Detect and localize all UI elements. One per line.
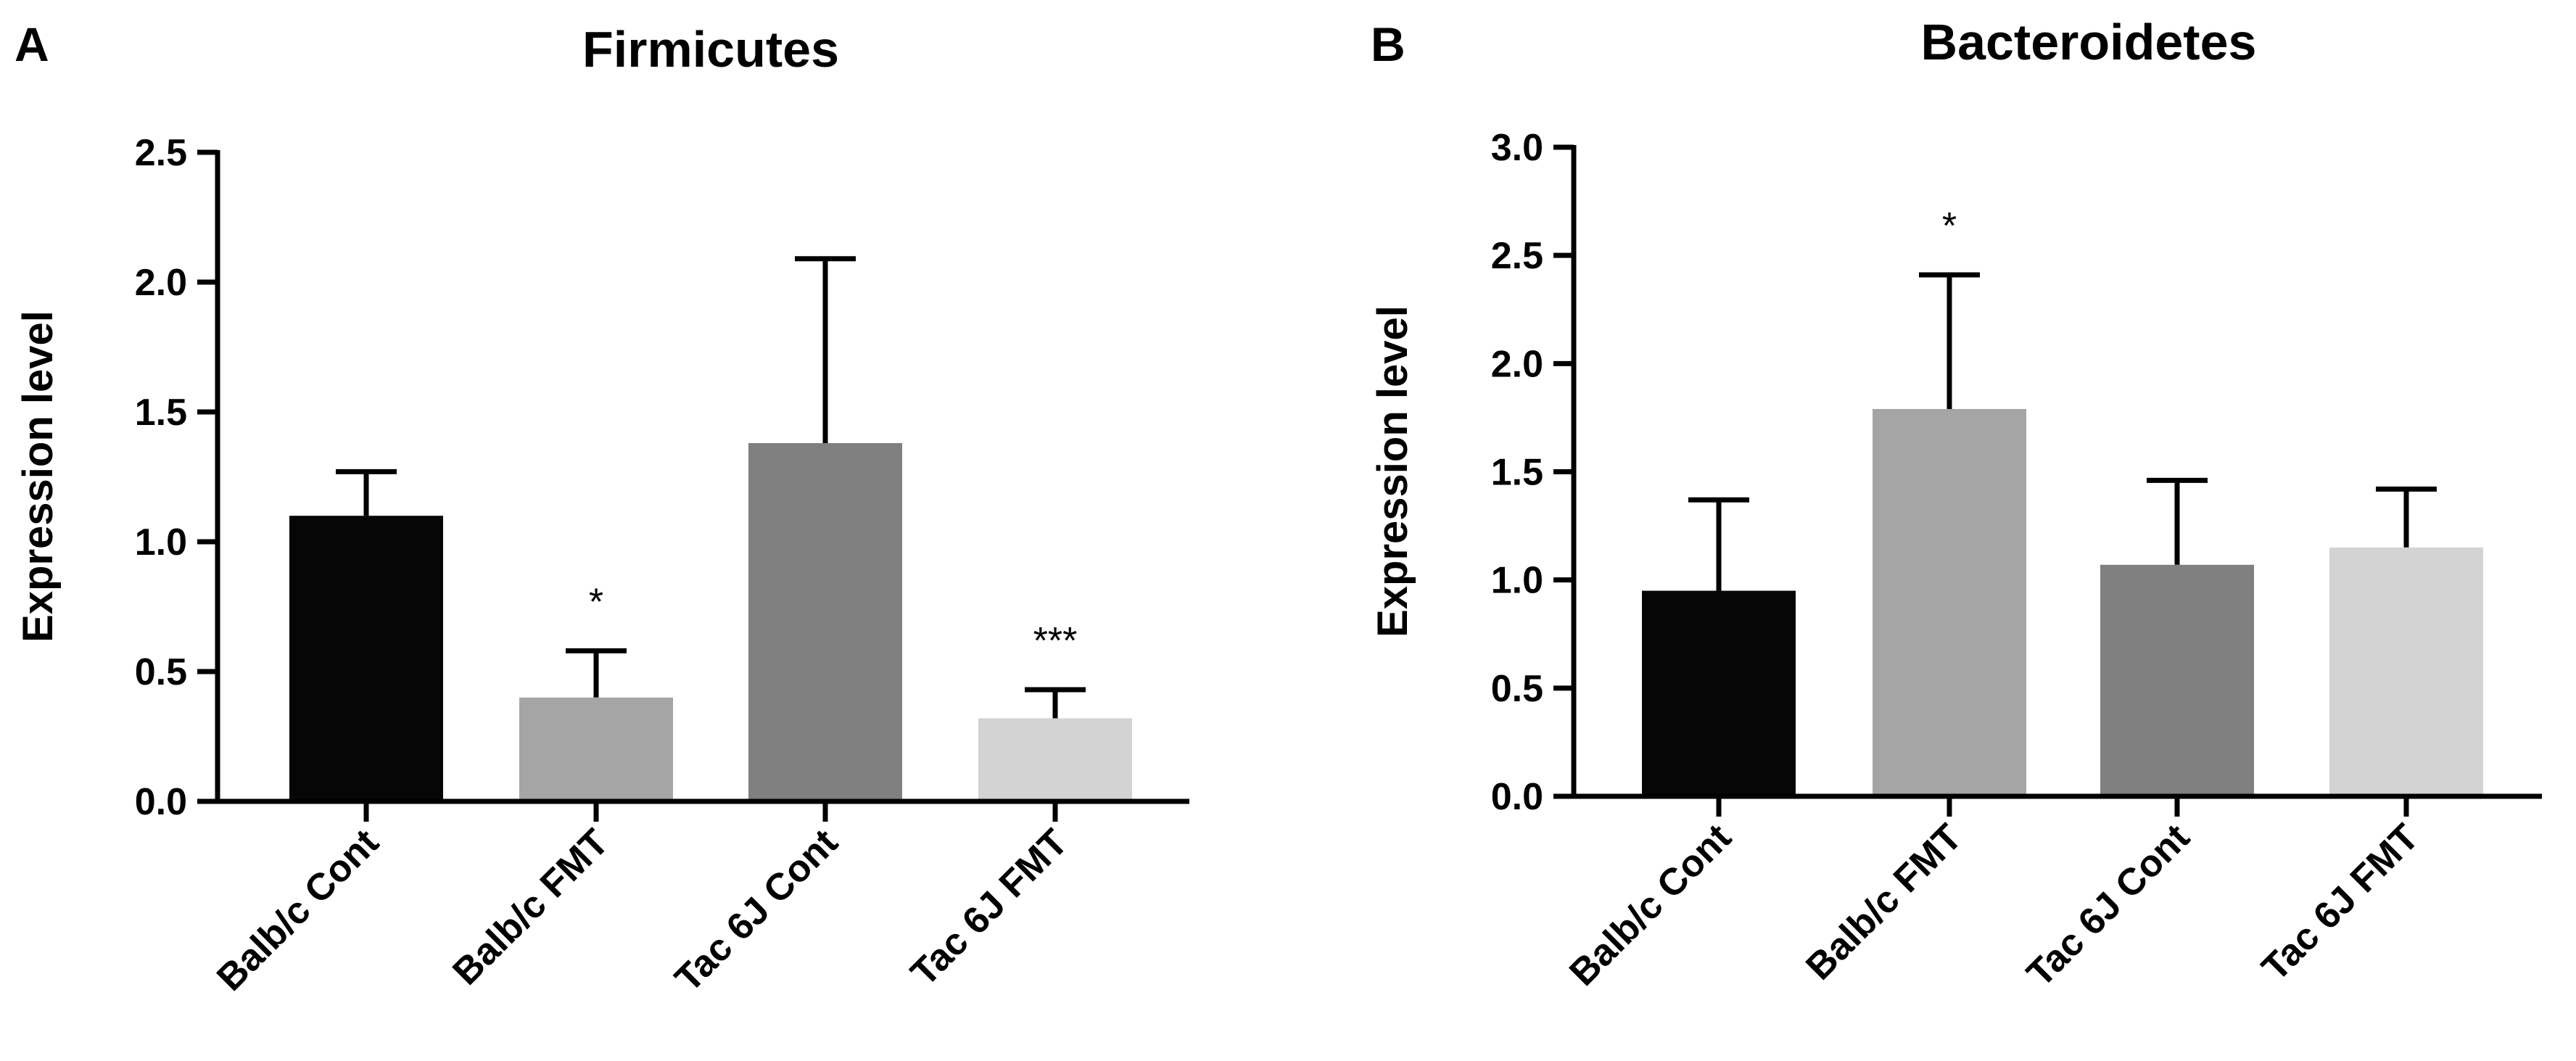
panel-a-bar-2 bbox=[519, 697, 673, 801]
panel-b-bar-1 bbox=[1642, 590, 1796, 796]
panel-a-bar-3 bbox=[748, 442, 902, 801]
panel-a-letter: A bbox=[15, 17, 49, 71]
panel-a-category-label-4: Tac 6J FMT bbox=[903, 821, 1076, 994]
panel-b-category-label-4: Tac 6J FMT bbox=[2254, 816, 2427, 989]
panel-b-y-tick-label: 2.5 bbox=[1491, 235, 1543, 277]
panel-a-y-tick-label: 2.5 bbox=[135, 132, 187, 174]
panel-b-category-label-1: Balb/c Cont bbox=[1561, 816, 1739, 994]
panel-a-significance-2: * bbox=[589, 581, 603, 623]
panel-b-y-axis-label: Expression level bbox=[1369, 305, 1416, 637]
panel-b-y-tick-label: 1.5 bbox=[1491, 452, 1543, 494]
panel-a-y-tick-label: 1.5 bbox=[135, 392, 187, 434]
panel-b-y-tick-label: 1.0 bbox=[1491, 560, 1543, 602]
panel-a-title: Firmicutes bbox=[582, 21, 839, 78]
panel-b-y-tick-label: 2.0 bbox=[1491, 343, 1543, 385]
panel-a-bar-4 bbox=[978, 718, 1132, 801]
panel-a-y-tick-label: 1.0 bbox=[135, 521, 187, 563]
panel-b-category-label-2: Balb/c FMT bbox=[1798, 816, 1970, 988]
panel-a-category-label-3: Tac 6J Cont bbox=[667, 821, 846, 1000]
panel-b-y-tick-label: 3.0 bbox=[1491, 127, 1543, 169]
panel-a-category-label-2: Balb/c FMT bbox=[445, 821, 616, 993]
panel-b-significance-2: * bbox=[1942, 205, 1957, 247]
panel-a-y-axis-label: Expression level bbox=[15, 310, 62, 643]
panel-a-chart: A Firmicutes ****0.00.51.01.52.02.5Expre… bbox=[15, 17, 1189, 1000]
panel-b-category-label-3: Tac 6J Cont bbox=[2019, 816, 2198, 995]
panel-a-y-tick-label: 0.5 bbox=[135, 651, 187, 693]
panel-b-chart: B Bacteroidetes * 0.0 0.5 1.0 1.5 2.0 2.5 3.0 Ex… bbox=[1369, 14, 2542, 995]
panel-b-y-tick-label: 0.0 bbox=[1491, 776, 1543, 818]
panel-a-category-label-1: Balb/c Cont bbox=[209, 821, 387, 999]
panel-b-bar-3 bbox=[2100, 564, 2254, 796]
panel-b-bar-2 bbox=[1873, 408, 2026, 796]
panel-a-y-tick-label: 2.0 bbox=[135, 262, 187, 304]
panel-b-y-tick-label: 0.5 bbox=[1491, 668, 1543, 710]
panel-b-letter: B bbox=[1371, 17, 1405, 71]
panel-a-bar-1 bbox=[289, 516, 443, 801]
panel-a-significance-4: *** bbox=[1033, 620, 1078, 662]
panel-a-y-tick-label: 0.0 bbox=[135, 781, 187, 823]
panel-b-bar-4 bbox=[2329, 547, 2483, 796]
panel-b-title: Bacteroidetes bbox=[1921, 14, 2257, 70]
